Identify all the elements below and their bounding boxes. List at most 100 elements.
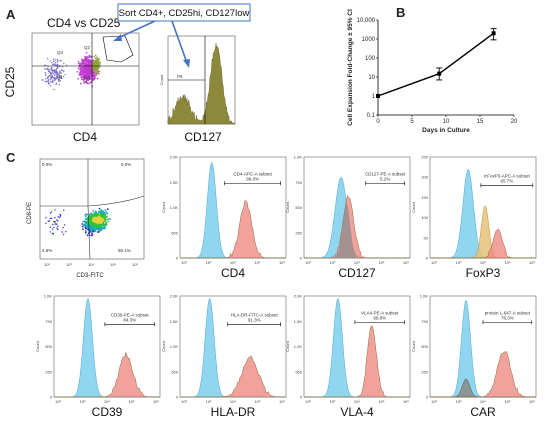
- dot-point: [89, 67, 92, 70]
- sort-callout-text: Sort CD4+, CD25hi, CD127low: [119, 8, 250, 19]
- b-x-tick-label: 5: [410, 119, 414, 125]
- dot-point: [44, 72, 46, 74]
- dot-point: [52, 63, 54, 66]
- dot-point: [92, 78, 95, 81]
- dot-point: [88, 67, 90, 69]
- density-point: [92, 210, 95, 212]
- density-point: [105, 224, 108, 226]
- density-point: [53, 226, 55, 228]
- hist-y-tick: 1.0K: [420, 294, 429, 299]
- dot-point: [81, 75, 83, 78]
- dot-point: [44, 68, 46, 70]
- dot-point: [56, 76, 59, 78]
- hist-x-tick: 10²: [431, 260, 437, 265]
- dot-point: [93, 67, 95, 70]
- dot-point: [48, 75, 50, 78]
- dot-point: [88, 61, 91, 63]
- arrowhead-right-icon: [183, 59, 190, 68]
- dot-x-tick: 10³: [66, 262, 72, 267]
- density-point: [86, 226, 89, 229]
- marker-label: CD4: [221, 266, 245, 280]
- dot-x-tick: 10⁴: [88, 262, 94, 267]
- hist-y-tick: 250: [45, 369, 52, 374]
- density-point: [100, 228, 102, 231]
- hist-x-tick: 10⁴: [354, 260, 360, 265]
- dot-point: [86, 77, 89, 79]
- panel-a-dot-cloud: [41, 52, 101, 91]
- gate-percent: 99.8%: [373, 315, 386, 320]
- gate-name: HLA-DR-FITC-A subset: [231, 312, 279, 317]
- panel-a-histogram-fill: [167, 42, 236, 125]
- density-point: [106, 208, 109, 211]
- histogram-frame: [179, 156, 287, 259]
- hist-x-tick: 10⁵: [254, 399, 260, 404]
- density-point: [95, 211, 98, 214]
- density-point: [98, 225, 100, 228]
- dot-point: [53, 76, 55, 79]
- panel-a-dot-title: CD4 vs CD25: [47, 16, 121, 30]
- dot-point: [86, 61, 88, 63]
- density-point: [102, 210, 105, 213]
- density-point: [86, 213, 89, 216]
- density-point: [91, 214, 93, 217]
- dot-point: [86, 69, 88, 71]
- hist-x-tick: 10⁶: [153, 399, 159, 404]
- density-point: [104, 218, 106, 220]
- marker-label: CD127: [338, 266, 376, 280]
- b-x-tick-label: 15: [477, 119, 484, 125]
- b-y-tick-label: 1000: [362, 37, 376, 43]
- dot-point: [58, 80, 60, 82]
- histogram-frame: [303, 295, 411, 398]
- dot-point: [56, 61, 59, 63]
- callout-arrow-left: [117, 20, 156, 39]
- dot-point: [50, 85, 52, 87]
- dot-point: [58, 72, 60, 75]
- density-point: [65, 231, 67, 233]
- density-point: [99, 219, 102, 222]
- dot-point: [51, 74, 53, 76]
- density-point: [61, 231, 63, 233]
- density-point: [56, 227, 58, 229]
- gate-name: CD127-PE-A subset: [365, 171, 406, 176]
- dot-point: [63, 70, 65, 72]
- dot-point: [64, 73, 66, 76]
- dot-point: [47, 77, 49, 80]
- panel-a-dot-xlabel: CD4: [73, 130, 97, 144]
- dot-point: [96, 77, 99, 80]
- hist-y-tick: 500: [171, 369, 178, 374]
- dot-point: [97, 72, 99, 74]
- dot-point: [55, 72, 57, 74]
- dot-point: [92, 73, 94, 76]
- dot-point: [53, 69, 55, 71]
- density-point: [104, 209, 107, 212]
- density-point: [84, 221, 87, 224]
- panel-a-histogram: P6 Count: [159, 35, 236, 125]
- dot-point: [96, 62, 98, 65]
- panel-c-histograms: CD4-APC-A subset99.8%2.0K1.5K1.0K500010²…: [35, 155, 537, 419]
- density-point: [84, 218, 87, 220]
- dot-point: [81, 62, 84, 64]
- dot-point: [49, 60, 51, 62]
- dot-point: [57, 66, 59, 68]
- dot-point: [94, 57, 97, 59]
- dot-point: [85, 81, 88, 84]
- dot-point: [55, 62, 57, 64]
- dot-point: [53, 60, 55, 63]
- dot-point: [92, 69, 94, 71]
- panel-c-dot-plot: 0.0% 0.0% 4.9% 95.1% CD8-PE CD3-FITC 10²…: [27, 158, 145, 279]
- density-point: [107, 220, 110, 223]
- hist-y-tick: 1.0K: [170, 205, 179, 210]
- dot-point: [50, 72, 53, 75]
- density-point: [81, 225, 84, 228]
- density-point: [84, 214, 87, 217]
- histogram-frame: [53, 295, 161, 398]
- dot-point: [52, 69, 54, 72]
- density-point: [104, 213, 106, 216]
- density-point: [109, 218, 111, 220]
- dot-point: [85, 57, 88, 59]
- density-point: [94, 225, 97, 228]
- dot-point: [47, 67, 49, 70]
- panel-b-y-ticks: 10,000 1000 100 10 1 0.1: [357, 18, 378, 119]
- histogram-frame: [179, 295, 287, 398]
